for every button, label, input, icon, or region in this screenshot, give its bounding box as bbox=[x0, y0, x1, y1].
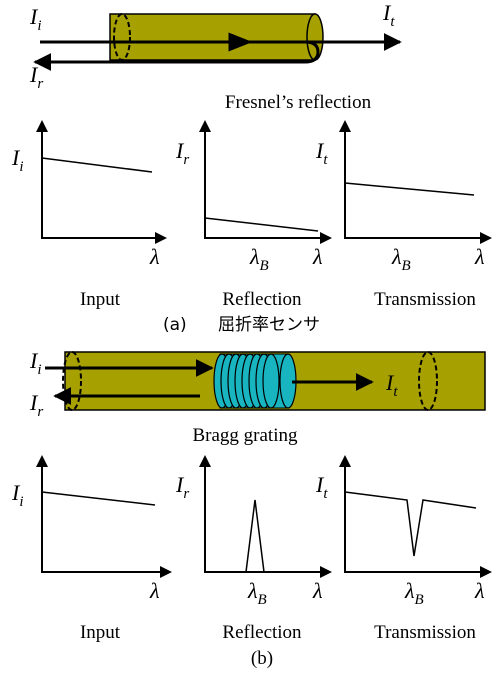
plot-name: Transmission bbox=[374, 289, 476, 310]
y-label: Ir bbox=[175, 472, 189, 502]
label-part: i bbox=[37, 18, 41, 34]
y-label: Ii bbox=[11, 480, 24, 510]
x-label: λ bbox=[312, 578, 323, 603]
y-label: Ii bbox=[11, 145, 24, 175]
x-label: λ bbox=[149, 244, 160, 269]
label-part: r bbox=[37, 76, 43, 92]
label-part: λ bbox=[391, 244, 402, 269]
input-label: Ii bbox=[29, 4, 42, 34]
label-part: B bbox=[260, 258, 269, 274]
input-label: Ii bbox=[29, 348, 42, 378]
label-part: B bbox=[415, 592, 424, 608]
label-part: i bbox=[19, 159, 23, 175]
label-part: r bbox=[183, 152, 189, 168]
panel-label: (a) bbox=[163, 315, 187, 335]
x-label: λ bbox=[312, 244, 323, 269]
fiber-a: Ii It Ir Fresnel’s reflection bbox=[29, 0, 400, 113]
y-label: Ir bbox=[175, 138, 189, 168]
label-part: λ bbox=[249, 244, 260, 269]
caption: Fresnel’s reflection bbox=[225, 92, 372, 113]
reflected-label: Ir bbox=[29, 390, 43, 420]
marker-label: λB bbox=[391, 244, 411, 274]
label-part: λ bbox=[247, 578, 258, 603]
label-part: i bbox=[19, 494, 23, 510]
panel-title: 屈折率センサ bbox=[218, 315, 320, 335]
plot-name: Transmission bbox=[374, 622, 476, 643]
label-part: t bbox=[323, 152, 328, 168]
y-label: It bbox=[315, 138, 328, 168]
label-part: B bbox=[402, 258, 411, 274]
label-part: r bbox=[183, 486, 189, 502]
marker-label: λB bbox=[247, 578, 267, 608]
figure: Ii It Ir Fresnel’s reflection Ii Ir It λ… bbox=[0, 0, 497, 673]
y-label: It bbox=[315, 472, 328, 502]
reflected-label: Ir bbox=[29, 62, 43, 92]
x-label: λ bbox=[149, 578, 160, 603]
plot-name: Input bbox=[80, 289, 121, 310]
plot-name: Reflection bbox=[222, 622, 302, 643]
plot-name: Reflection bbox=[222, 289, 302, 310]
x-label: λ bbox=[474, 244, 485, 269]
caption: Bragg grating bbox=[192, 425, 298, 446]
fiber-b: Ii It Ir Bragg grating bbox=[29, 348, 485, 446]
transmitted-label: It bbox=[382, 0, 395, 30]
label-part: r bbox=[37, 404, 43, 420]
x-label: λ bbox=[474, 578, 485, 603]
marker-label: λB bbox=[404, 578, 424, 608]
panel-label: (b) bbox=[251, 648, 273, 669]
label-part: λ bbox=[404, 578, 415, 603]
plots-b: Ii Ir It λ λ λ λB λB Input Reflection Tr… bbox=[11, 455, 492, 669]
label-part: i bbox=[37, 362, 41, 378]
label-part: t bbox=[323, 486, 328, 502]
plots-a: Ii Ir It λ λ λ λB λB Input Reflection Tr… bbox=[11, 120, 492, 335]
plot-name: Input bbox=[80, 622, 121, 643]
label-part: t bbox=[390, 14, 395, 30]
marker-label: λB bbox=[249, 244, 269, 274]
label-part: B bbox=[258, 592, 267, 608]
